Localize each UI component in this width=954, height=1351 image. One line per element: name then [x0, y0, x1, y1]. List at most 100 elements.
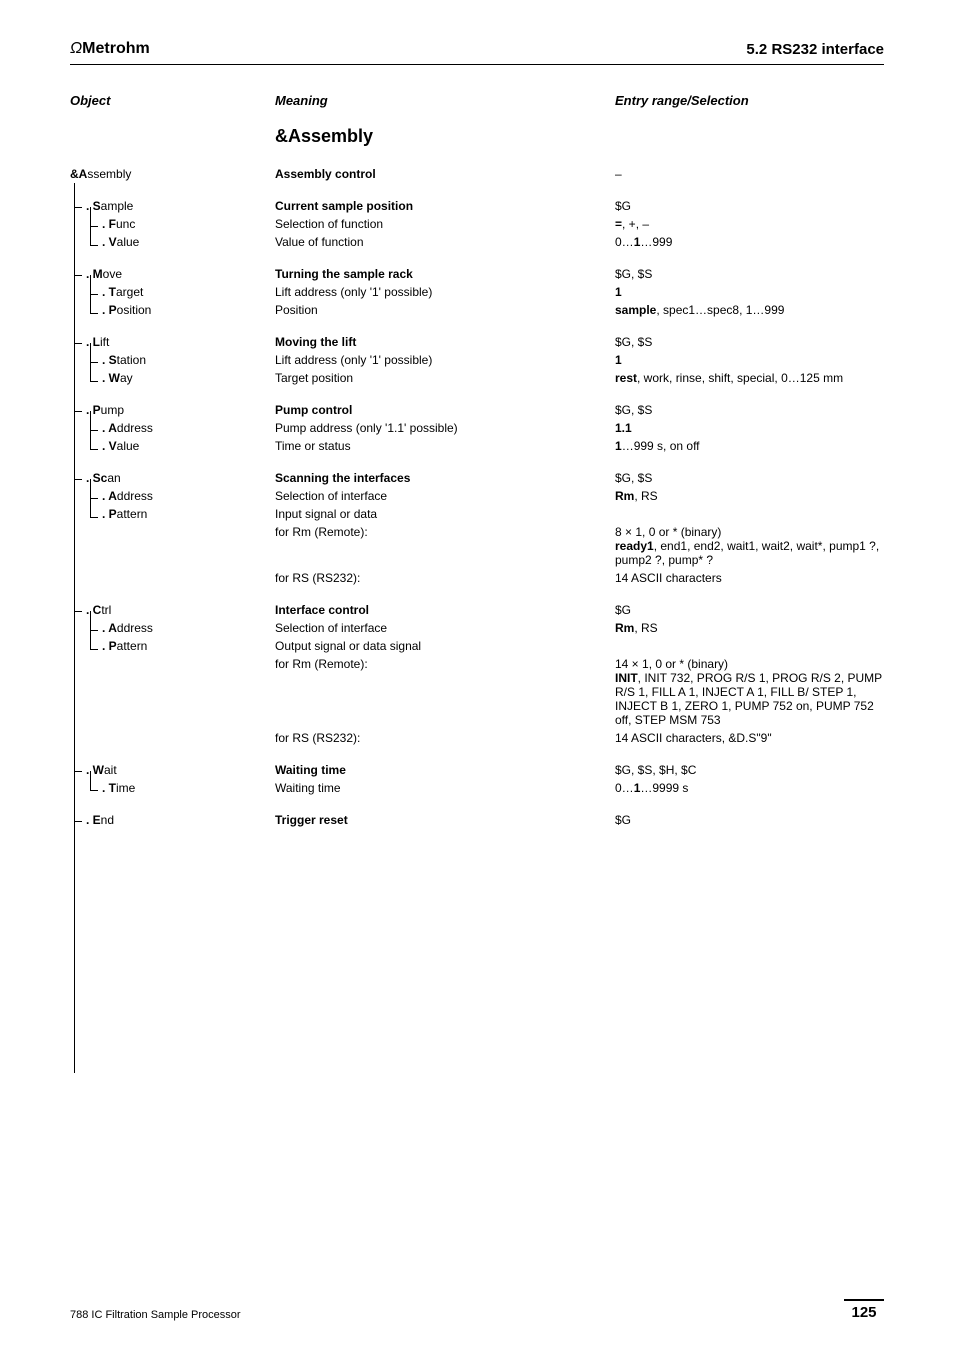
column-headers: Object Meaning Entry range/Selection	[70, 93, 884, 108]
scan-rs-meaning: for RS (RS232):	[275, 571, 615, 585]
value1-rest: alue	[117, 235, 140, 249]
branch-move	[74, 275, 82, 276]
ctrl-bold: . C	[86, 603, 101, 617]
pval-rb: 1	[615, 439, 622, 453]
value1-pre: 0…	[615, 235, 634, 249]
spattern-bold: . P	[102, 507, 117, 521]
saddr-bold: . A	[102, 489, 117, 503]
way-rr: , work, rinse, shift, special, 0…125 mm	[637, 371, 843, 385]
ctrl-rm-rb: INIT	[615, 671, 638, 685]
cpattern-meaning: Output signal or data signal	[275, 639, 615, 653]
way-rb: rest	[615, 371, 637, 385]
paddr-bold: . A	[102, 421, 117, 435]
pval-bold: . V	[102, 439, 117, 453]
sample-bold: . S	[86, 199, 101, 213]
ctrl-rm-meaning: for Rm (Remote):	[275, 657, 615, 727]
station-range: 1	[615, 353, 884, 367]
branch-saddr	[90, 498, 98, 499]
branch-paddr	[90, 430, 98, 431]
caddr-rest: ddress	[117, 621, 153, 635]
brand-name: Metrohm	[82, 40, 150, 57]
footer-product: 788 IC Filtration Sample Processor	[70, 1309, 241, 1321]
lift-rest: ift	[100, 335, 109, 349]
group-scan: . Scan Scanning the interfaces $G, $S . …	[70, 471, 884, 585]
position-rest: osition	[117, 303, 152, 317]
value1-bold: . V	[102, 235, 117, 249]
branch-sample	[74, 207, 82, 208]
group-lift: . Lift Moving the lift $G, $S . Station …	[70, 335, 884, 385]
content-tree: &Assembly Assembly control – . Sample Cu…	[70, 167, 884, 827]
station-rest: tation	[117, 353, 146, 367]
ctrl-range: $G	[615, 603, 884, 617]
group-sample: . Sample Current sample position $G . Fu…	[70, 199, 884, 249]
scan-range: $G, $S	[615, 471, 884, 485]
move-bold: . M	[86, 267, 103, 281]
target-meaning: Lift address (only '1' possible)	[275, 285, 615, 299]
station-bold: . S	[102, 353, 117, 367]
page-number: 125	[844, 1299, 884, 1321]
sample-range: $G	[615, 199, 884, 213]
way-meaning: Target position	[275, 371, 615, 385]
caddr-meaning: Selection of interface	[275, 621, 615, 635]
wait-range: $G, $S, $H, $C	[615, 763, 884, 777]
spattern-meaning: Input signal or data	[275, 507, 615, 521]
position-bold: . P	[102, 303, 117, 317]
lift-bold: . L	[86, 335, 100, 349]
pump-meaning: Pump control	[275, 403, 615, 417]
group-end: . End Trigger reset $G	[70, 813, 884, 827]
ctrl-rm-pre: 14 × 1, 0 or * (binary)	[615, 657, 728, 671]
pval-rr: …999 s, on off	[622, 439, 700, 453]
group-move: . Move Turning the sample rack $G, $S . …	[70, 267, 884, 317]
branch-lift	[74, 343, 82, 344]
pval-meaning: Time or status	[275, 439, 615, 453]
paddr-range: 1.1	[615, 421, 884, 435]
lift-range: $G, $S	[615, 335, 884, 349]
position-rb: sample	[615, 303, 656, 317]
pump-bold: . P	[86, 403, 101, 417]
target-range: 1	[615, 285, 884, 299]
branch-scan	[74, 479, 82, 480]
brand-logo: ΩMetrohm	[70, 40, 150, 58]
caddr-rr: , RS	[634, 621, 657, 635]
end-meaning: Trigger reset	[275, 813, 615, 827]
root-rest: ssembly	[87, 167, 131, 181]
cpattern-rest: attern	[117, 639, 148, 653]
branch-func	[90, 226, 98, 227]
pval-rest: alue	[117, 439, 140, 453]
branch-cpattern	[90, 649, 98, 650]
col-range: Entry range/Selection	[615, 93, 884, 108]
brand-omega: Ω	[70, 40, 82, 57]
func-rest: unc	[116, 217, 135, 231]
saddr-rest: ddress	[117, 489, 153, 503]
paddr-rest: ddress	[117, 421, 153, 435]
end-range: $G	[615, 813, 884, 827]
branch-pump	[74, 411, 82, 412]
caddr-bold: . A	[102, 621, 117, 635]
main-heading: &Assembly	[275, 126, 884, 147]
branch-time	[90, 790, 98, 791]
branch-pval	[90, 449, 98, 450]
group-wait: . Wait Waiting time $G, $S, $H, $C . Tim…	[70, 763, 884, 795]
time-bold: . T	[102, 781, 116, 795]
way-bold: . W	[102, 371, 120, 385]
branch-target	[90, 294, 98, 295]
paddr-meaning: Pump address (only '1.1' possible)	[275, 421, 615, 435]
sample-rest: ample	[101, 199, 134, 213]
wait-bold: . W	[86, 763, 104, 777]
group-ctrl: . Ctrl Interface control $G . Address Se…	[70, 603, 884, 745]
ctrl-rm-rr: , INIT 732, PROG R/S 1, PROG R/S 2, PUMP…	[615, 671, 882, 727]
time-pre: 0…	[615, 781, 634, 795]
lift-meaning: Moving the lift	[275, 335, 615, 349]
wait-rest: ait	[104, 763, 117, 777]
move-rest: ove	[103, 267, 122, 281]
scan-rs-range: 14 ASCII characters	[615, 571, 884, 585]
scan-rm-pre: 8 × 1, 0 or * (binary)	[615, 525, 721, 539]
branch-wait	[74, 771, 82, 772]
root-meaning: Assembly control	[275, 167, 615, 181]
move-range: $G, $S	[615, 267, 884, 281]
station-meaning: Lift address (only '1' possible)	[275, 353, 615, 367]
col-meaning: Meaning	[275, 93, 615, 108]
branch-end	[74, 821, 82, 822]
branch-caddr	[90, 630, 98, 631]
pump-range: $G, $S	[615, 403, 884, 417]
